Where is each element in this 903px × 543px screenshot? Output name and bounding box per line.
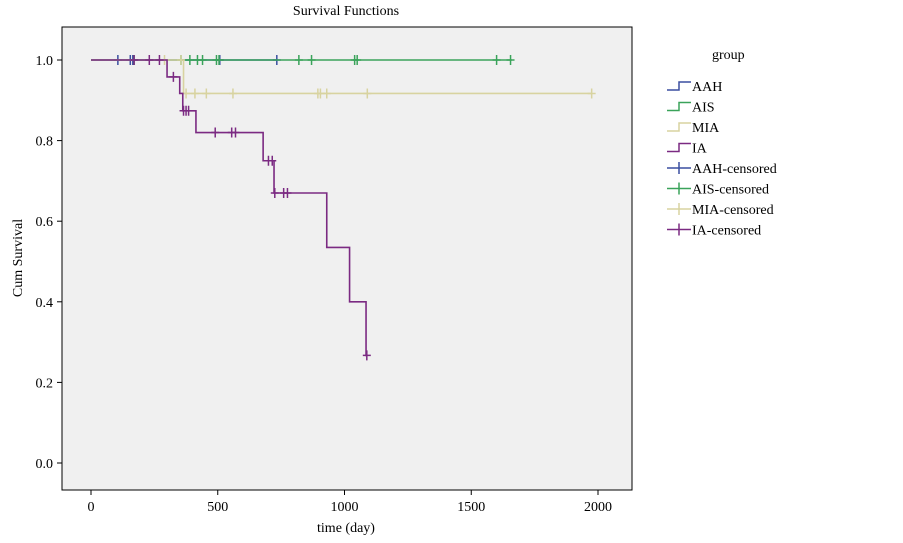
censor-mark-ia — [270, 187, 279, 198]
x-tick-label: 2000 — [584, 500, 612, 515]
legend-censor-icon — [667, 182, 691, 195]
censor-mark-ais — [307, 55, 316, 65]
legend-line-icon — [667, 101, 691, 112]
legend: AAH AIS MIA IA AAH-censored AIS-censored MIA-c… — [667, 80, 777, 239]
plot-area — [61, 26, 633, 491]
legend-label: AIS — [692, 101, 715, 116]
chart-title: Survival Functions — [293, 4, 399, 19]
legend-label: AAH-censored — [692, 162, 777, 177]
censor-mark-ia — [155, 55, 164, 65]
censor-mark-ais — [294, 55, 303, 65]
x-tick-label: 0 — [88, 500, 95, 515]
censor-mark-ia — [283, 187, 292, 198]
legend-line-icon — [667, 81, 691, 91]
censor-mark-ais — [492, 55, 501, 65]
censor-mark-ia — [145, 55, 154, 65]
legend-line-icon — [667, 142, 691, 153]
censor-mark-ia — [231, 127, 240, 138]
censor-mark-mia — [322, 88, 331, 99]
legend-label: MIA — [692, 121, 720, 136]
legend-title: group — [712, 48, 745, 63]
censor-mark-ais — [185, 55, 194, 65]
censor-mark-ia — [362, 350, 371, 361]
x-tick-label: 1500 — [457, 500, 485, 515]
censor-mark-mia — [202, 88, 211, 99]
censor-mark-mia — [228, 88, 237, 99]
x-tick-label: 500 — [207, 500, 228, 515]
y-axis-label: Cum Survival — [11, 219, 26, 297]
legend-label: MIA-censored — [692, 203, 774, 218]
legend-label: IA-censored — [692, 224, 761, 239]
legend-censor-icon — [667, 162, 691, 174]
y-tick-label: 0.8 — [36, 135, 54, 150]
censor-mark-ais — [353, 55, 362, 65]
legend-label: IA — [692, 142, 708, 157]
y-tick-label: 0.0 — [36, 457, 54, 472]
censor-mark-ais — [198, 55, 207, 65]
legend-line-icon — [667, 122, 691, 132]
censor-mark-ia — [169, 71, 178, 82]
censor-mark-ia — [268, 155, 277, 166]
censor-mark-mia — [363, 88, 372, 99]
x-tick-label: 1000 — [331, 500, 359, 515]
censor-mark-ia — [184, 105, 193, 116]
y-tick-label: 0.6 — [36, 215, 54, 230]
censor-mark-mia — [587, 88, 596, 99]
legend-censor-icon — [667, 203, 691, 215]
censor-mark-ais — [215, 55, 224, 65]
censor-mark-mia — [176, 55, 185, 65]
legend-label: AIS-censored — [692, 183, 769, 198]
censor-mark-ia — [130, 55, 139, 65]
survival-line-ia — [91, 59, 368, 357]
y-tick-label: 0.2 — [36, 376, 54, 391]
censor-mark-ia — [211, 127, 220, 138]
censor-mark-ais — [506, 55, 515, 65]
x-axis-label: time (day) — [317, 521, 375, 536]
legend-censor-icon — [667, 223, 691, 236]
y-tick-label: 0.4 — [36, 296, 54, 311]
censor-mark-mia — [190, 88, 199, 99]
legend-label: AAH — [692, 80, 722, 95]
y-tick-label: 1.0 — [36, 54, 54, 69]
